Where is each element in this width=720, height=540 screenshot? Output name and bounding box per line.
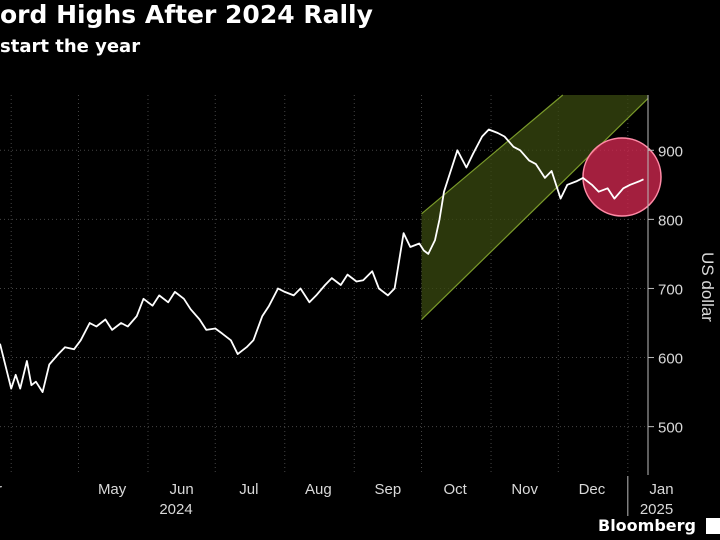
y-axis-label: US dollar <box>698 252 717 322</box>
x-tick-label: Aug <box>305 481 332 498</box>
y-tick-label: 900 <box>658 143 683 160</box>
pullback-highlight-circle <box>582 137 662 217</box>
x-tick-label: Dec <box>579 481 606 498</box>
y-axis-ticks: 500 600 700 800 900 <box>647 95 683 475</box>
x-tick-label: Apr <box>0 481 2 498</box>
x-tick-label: Oct <box>443 481 467 498</box>
chart-title: ord Highs After 2024 Rally <box>0 0 373 29</box>
x-tick-label: Sep <box>375 481 402 498</box>
year-label-2025: 2025 <box>640 501 673 518</box>
x-tick-label: Jan <box>649 481 673 498</box>
x-tick-label: Jun <box>170 481 194 498</box>
x-tick-label: May <box>98 481 127 498</box>
bloomberg-mark-icon <box>706 518 720 534</box>
price-series-line <box>0 128 644 394</box>
bloomberg-logo: Bloomberg <box>598 516 696 535</box>
y-tick-label: 700 <box>658 281 683 298</box>
chart-subtitle: start the year <box>0 36 141 57</box>
x-axis-ticks: Apr May Jun Jul Aug Sep Oct Nov Dec Jan 2024 2025 <box>0 481 674 518</box>
x-tick-label: Nov <box>511 481 538 498</box>
uptrend-channel-top-edge <box>421 94 564 215</box>
grid <box>0 95 648 475</box>
y-tick-label: 600 <box>658 351 683 368</box>
y-tick-label: 500 <box>658 420 683 437</box>
y-tick-label: 800 <box>658 212 683 229</box>
uptrend-channel <box>421 95 648 320</box>
year-label-2024: 2024 <box>159 501 192 518</box>
uptrend-channel-bottom-edge <box>421 98 649 320</box>
x-tick-label: Jul <box>239 481 258 498</box>
